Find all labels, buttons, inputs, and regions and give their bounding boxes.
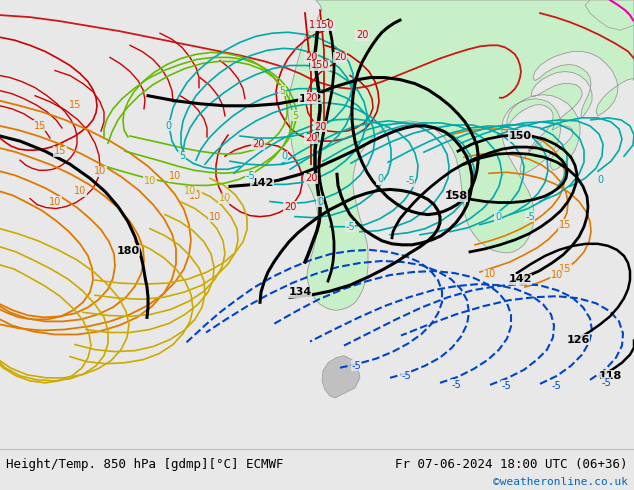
Text: 10: 10 [49, 196, 61, 206]
Text: 20: 20 [305, 133, 317, 143]
Text: -5: -5 [551, 381, 561, 391]
Text: 20: 20 [305, 52, 317, 62]
Text: 142: 142 [299, 94, 321, 104]
Text: 0: 0 [281, 151, 287, 161]
Text: 10: 10 [551, 270, 563, 280]
Text: 10: 10 [169, 172, 181, 181]
Text: 118: 118 [598, 371, 621, 381]
Polygon shape [288, 0, 634, 310]
Text: 15: 15 [54, 146, 66, 156]
Text: 134: 134 [288, 287, 312, 297]
Text: 150: 150 [309, 20, 327, 30]
Text: 126: 126 [566, 335, 590, 344]
Text: 10: 10 [484, 269, 496, 279]
Text: 15: 15 [559, 264, 571, 274]
Text: -5: -5 [525, 212, 535, 221]
Text: 15: 15 [559, 220, 571, 230]
Text: 20: 20 [314, 122, 326, 132]
Text: 10: 10 [184, 186, 196, 196]
Text: 15: 15 [69, 100, 81, 110]
Text: 0: 0 [377, 174, 383, 184]
Text: -5: -5 [601, 378, 611, 388]
Text: 0: 0 [165, 121, 171, 131]
Text: 20: 20 [356, 30, 368, 40]
Text: Fr 07-06-2024 18:00 UTC (06+36): Fr 07-06-2024 18:00 UTC (06+36) [395, 458, 628, 471]
Text: 5: 5 [279, 86, 285, 96]
Text: 142: 142 [508, 274, 532, 284]
Text: ©weatheronline.co.uk: ©weatheronline.co.uk [493, 477, 628, 487]
Text: 20: 20 [305, 173, 317, 183]
Text: 142: 142 [250, 178, 274, 188]
Text: 150: 150 [311, 60, 329, 71]
Text: 158: 158 [444, 192, 467, 201]
Text: -5: -5 [401, 371, 411, 381]
Text: 15: 15 [34, 121, 46, 131]
Text: Height/Temp. 850 hPa [gdmp][°C] ECMWF: Height/Temp. 850 hPa [gdmp][°C] ECMWF [6, 458, 284, 471]
Text: -5: -5 [351, 361, 361, 371]
Text: -5: -5 [345, 221, 355, 232]
Text: -5: -5 [451, 380, 461, 390]
Text: 150: 150 [508, 131, 531, 141]
Text: 20: 20 [305, 93, 317, 103]
Polygon shape [585, 0, 634, 30]
Text: -5: -5 [501, 381, 511, 391]
Text: 10: 10 [144, 176, 156, 186]
Text: 20: 20 [334, 52, 346, 62]
Text: 10: 10 [209, 212, 221, 221]
Text: 20: 20 [284, 201, 296, 212]
Text: 0: 0 [597, 175, 603, 185]
Text: 150: 150 [316, 20, 334, 30]
Text: 20: 20 [252, 139, 264, 149]
Text: 10: 10 [74, 186, 86, 196]
Text: -5: -5 [405, 176, 415, 186]
Polygon shape [322, 356, 360, 398]
Text: 180: 180 [117, 246, 139, 256]
Text: 10: 10 [94, 166, 106, 176]
Text: -5: -5 [245, 172, 255, 181]
Text: 0: 0 [495, 212, 501, 221]
Text: 5: 5 [179, 151, 185, 161]
Text: 10: 10 [189, 192, 201, 201]
Text: 10: 10 [219, 194, 231, 203]
Text: 0: 0 [317, 196, 323, 206]
Text: 5: 5 [292, 111, 298, 121]
